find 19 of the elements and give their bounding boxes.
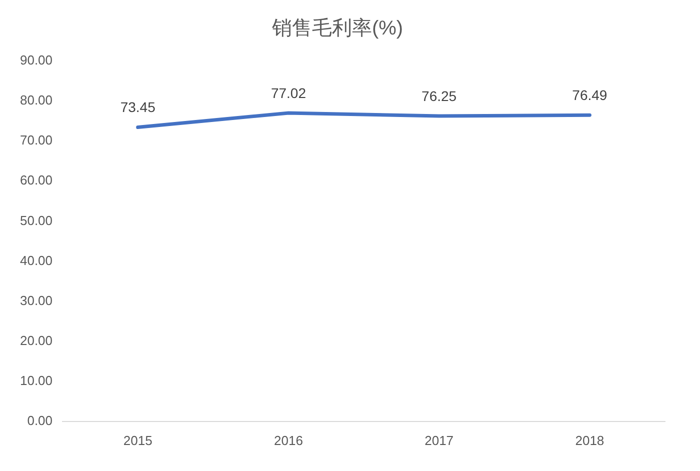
data-label: 77.02 <box>270 84 306 101</box>
y-tick-label: 90.00 <box>20 52 53 68</box>
data-label: 76.49 <box>572 86 608 103</box>
y-tick-label: 60.00 <box>20 172 53 188</box>
y-tick-label: 10.00 <box>20 372 53 388</box>
x-tick-label: 2015 <box>123 432 152 448</box>
y-tick-label: 50.00 <box>20 212 53 228</box>
chart-title: 销售毛利率(%) <box>270 18 404 40</box>
y-tick-label: 20.00 <box>20 332 53 348</box>
y-tick-label: 40.00 <box>20 252 53 268</box>
x-tick-label: 2018 <box>575 432 604 448</box>
data-label: 76.25 <box>422 88 457 104</box>
data-label: 73.45 <box>120 99 156 116</box>
y-tick-label: 30.00 <box>20 292 53 308</box>
y-tick-label: 80.00 <box>20 92 53 108</box>
x-tick-label: 2016 <box>274 432 303 448</box>
y-tick-label: 0.00 <box>27 412 53 428</box>
x-tick-label: 2017 <box>424 432 454 448</box>
y-tick-label: 70.00 <box>20 132 53 148</box>
